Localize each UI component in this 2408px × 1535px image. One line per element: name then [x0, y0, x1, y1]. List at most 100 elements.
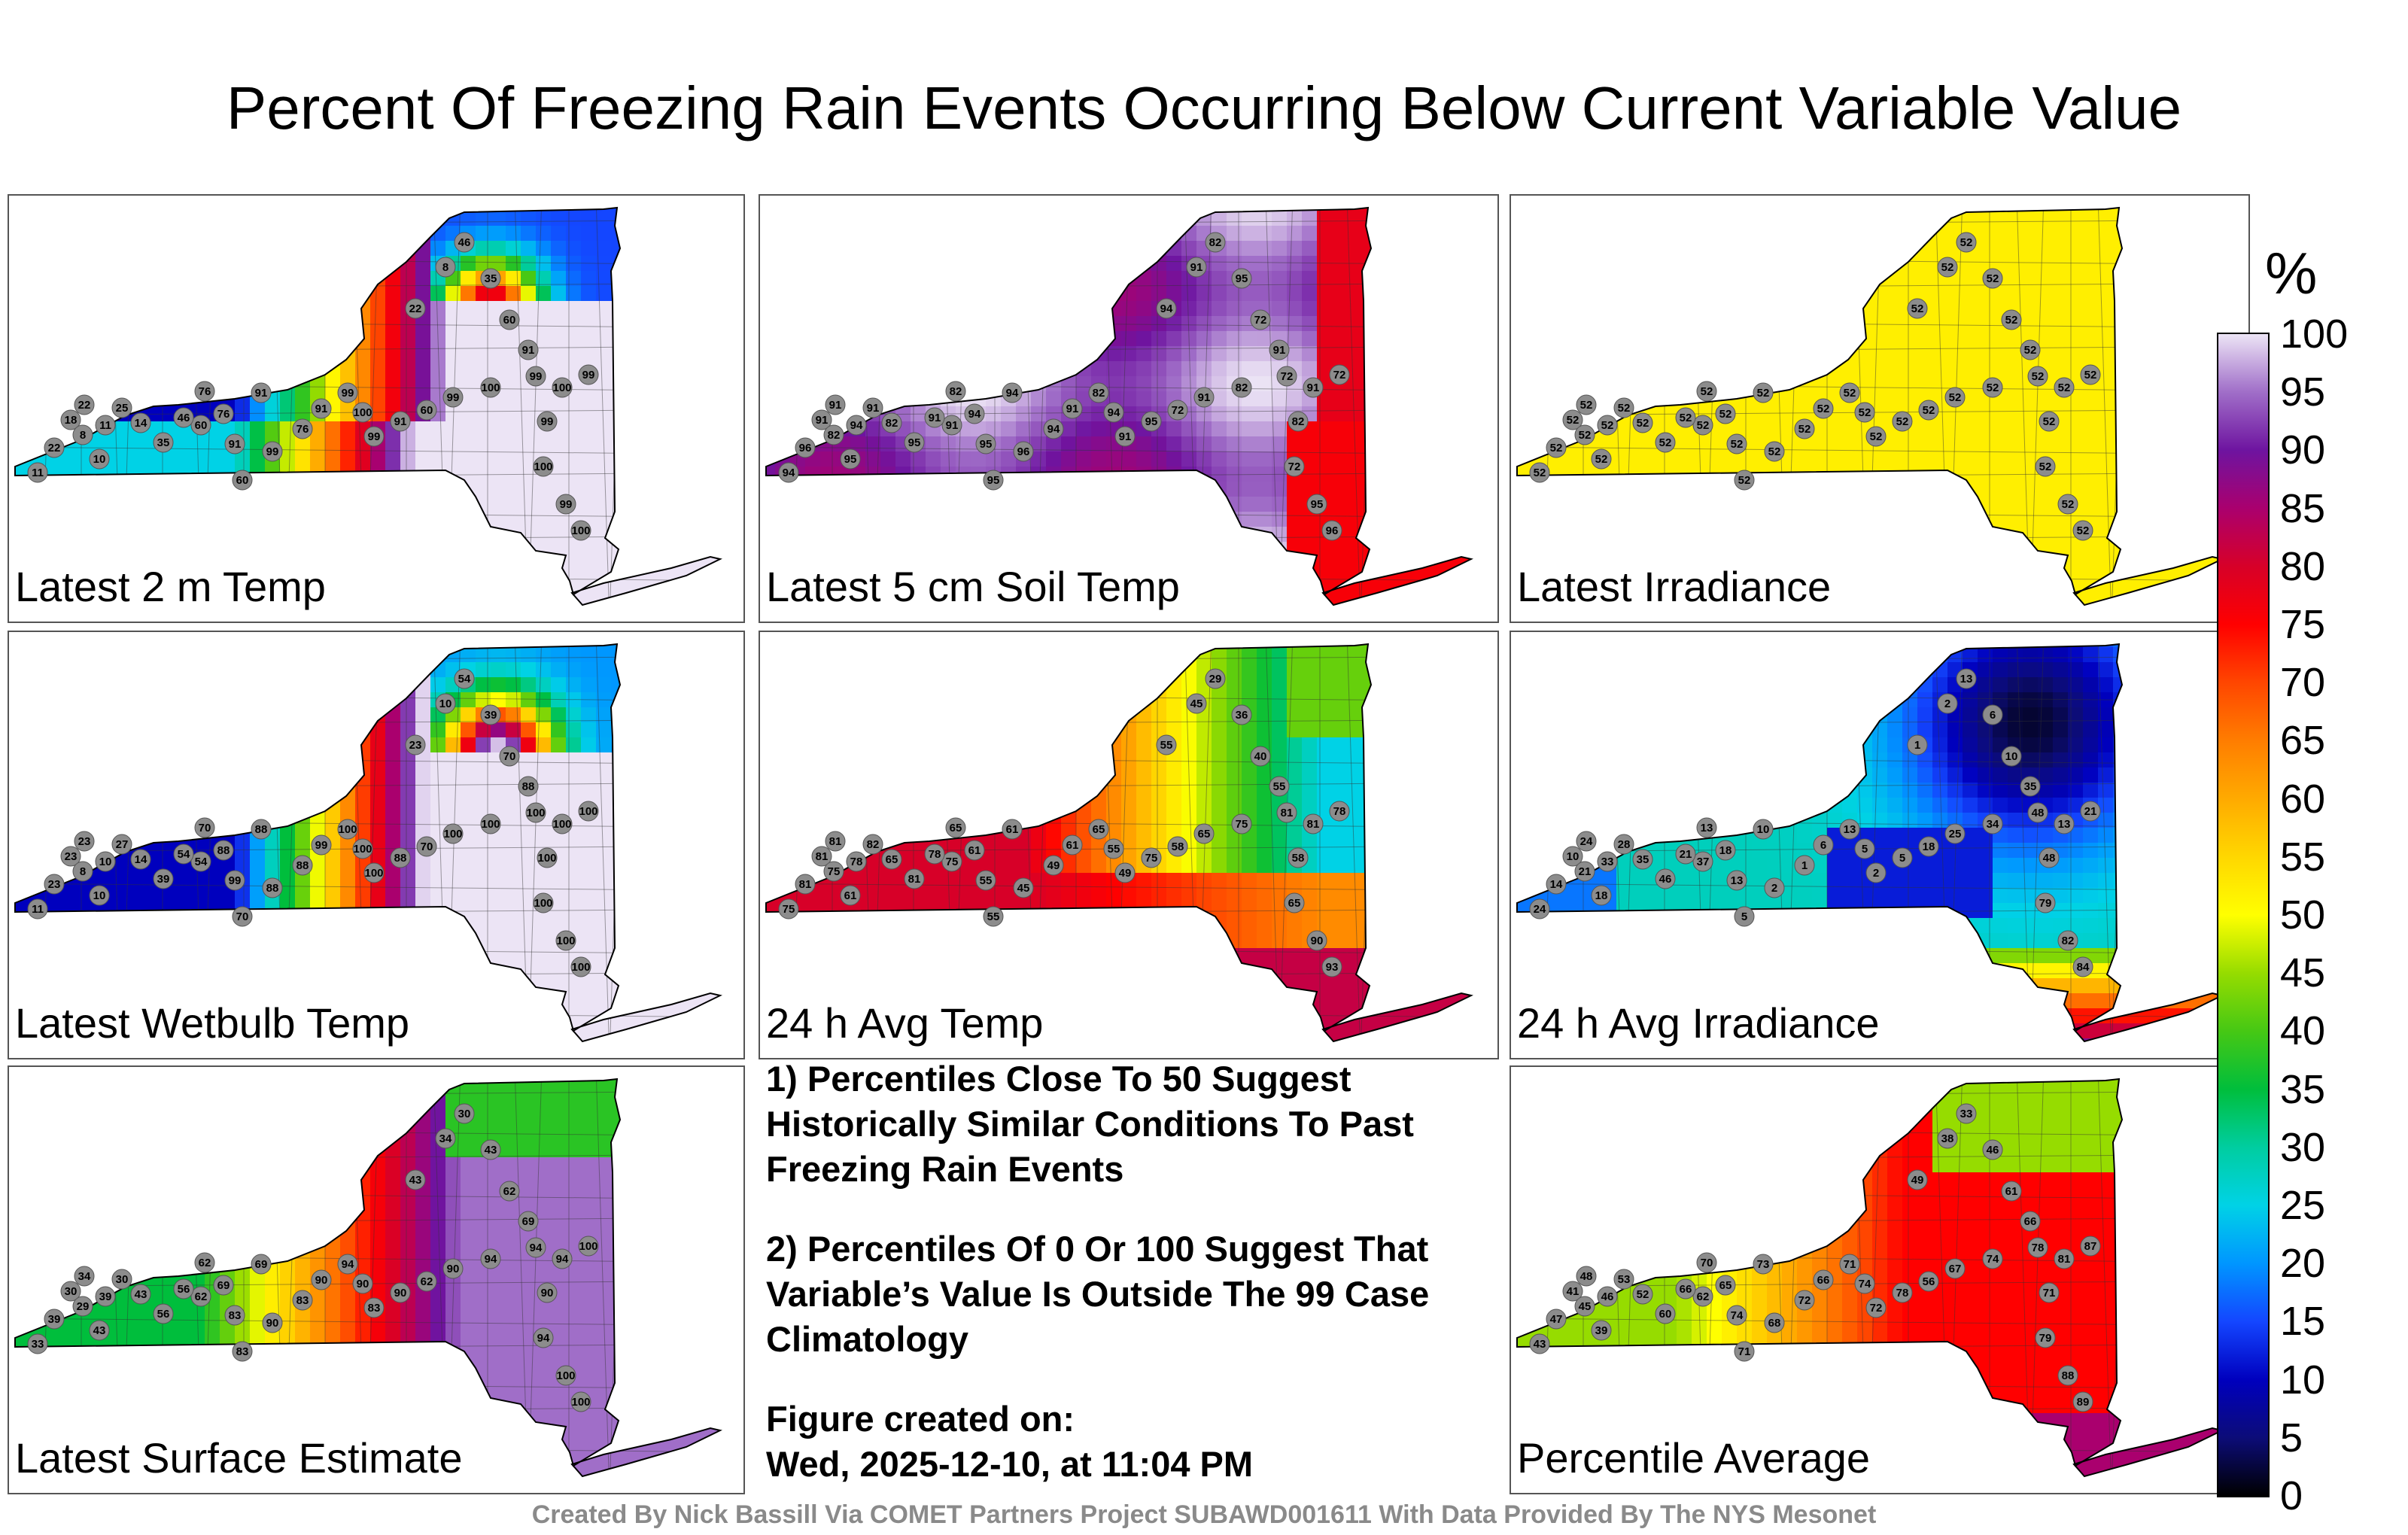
field-cell [250, 316, 266, 332]
field-cell [626, 271, 642, 287]
field-cell [24, 271, 40, 287]
field-cell [686, 587, 702, 603]
field-cell [1392, 226, 1408, 242]
field-cell [911, 497, 926, 512]
field-cell [1993, 436, 2008, 452]
station-marker [173, 407, 194, 428]
field-cell [491, 602, 506, 605]
field-cell [1887, 271, 1903, 287]
field-cell [445, 587, 461, 603]
station-value: 52 [1595, 453, 1608, 466]
field-cell [941, 208, 956, 211]
field-cell [310, 617, 326, 622]
field-cell [1782, 286, 1798, 302]
field-cell [2173, 271, 2189, 287]
field-cell [1646, 226, 1662, 242]
field-cell [1978, 602, 1993, 605]
field-cell [415, 512, 431, 527]
field-cell [129, 948, 145, 964]
field-cell [1556, 497, 1572, 512]
field-cell [2038, 436, 2054, 452]
field-cell [1571, 617, 1587, 622]
field-cell [2158, 241, 2174, 257]
field-cell [2218, 316, 2222, 332]
field-cell [1917, 346, 1933, 362]
field-cell [596, 241, 612, 257]
field-cell [1031, 256, 1047, 272]
field-cell [716, 436, 720, 452]
field-cell [1722, 286, 1738, 302]
field-cell [581, 451, 597, 467]
field-cell [99, 256, 115, 272]
field-cell [1722, 208, 1738, 211]
station-marker [1937, 257, 1958, 278]
field-cell [445, 286, 461, 302]
field-cell [1872, 241, 1888, 257]
field-cell [2188, 301, 2204, 317]
field-cell [265, 346, 281, 362]
field-cell [656, 301, 672, 317]
field-cell [1452, 208, 1468, 211]
field-cell [1347, 602, 1363, 605]
station-marker [1529, 462, 1550, 483]
field-cell [160, 617, 175, 622]
field-cell [1887, 617, 1903, 622]
field-cell [1227, 617, 1242, 622]
field-cell [671, 271, 687, 287]
field-cell [641, 572, 657, 588]
field-cell [2008, 226, 2023, 242]
field-cell [340, 406, 356, 422]
field-cell [1827, 512, 1843, 527]
field-cell [340, 346, 356, 362]
station-marker [1231, 268, 1252, 289]
field-cell [235, 208, 251, 211]
station-value: 72 [1281, 370, 1294, 383]
field-cell [656, 286, 672, 302]
station-value: 52 [1738, 474, 1751, 487]
field-cell [1332, 557, 1348, 573]
field-cell [805, 241, 821, 257]
station-value: 52 [1567, 414, 1579, 427]
field-cell [430, 451, 446, 467]
field-cell [1166, 436, 1182, 452]
field-cell [1872, 557, 1888, 573]
field-cell [1257, 226, 1272, 242]
station-marker [442, 387, 464, 408]
field-cell [430, 587, 446, 603]
field-cell [1541, 406, 1557, 422]
station-value: 52 [1923, 404, 1935, 417]
field-cell [1767, 617, 1783, 622]
field-cell [1571, 346, 1587, 362]
field-cell [84, 346, 100, 362]
field-cell [69, 512, 85, 527]
field-cell [1377, 316, 1393, 332]
field-cell [1196, 512, 1212, 527]
field-cell [461, 617, 476, 622]
field-cell [220, 617, 236, 622]
field-cell [716, 512, 720, 527]
field-cell [1287, 301, 1303, 317]
field-cell [1812, 226, 1828, 242]
field-cell [190, 783, 205, 798]
field-cell [536, 256, 552, 272]
field-cell [1272, 271, 1288, 287]
field-cell [295, 256, 311, 272]
field-cell [1362, 226, 1378, 242]
field-cell [54, 722, 70, 738]
field-cell [566, 406, 582, 422]
field-cell [385, 256, 401, 272]
field-cell [220, 361, 236, 377]
field-cell [1812, 497, 1828, 512]
field-cell [1001, 256, 1017, 272]
field-cell [1121, 391, 1137, 407]
field-cell [24, 662, 40, 678]
field-cell [2233, 271, 2248, 287]
field-cell [895, 617, 911, 622]
field-cell [805, 301, 821, 317]
field-cell [2053, 572, 2069, 588]
field-cell [2053, 617, 2069, 622]
field-cell [641, 256, 657, 272]
field-cell [175, 617, 190, 622]
field-cell [1272, 482, 1288, 497]
field-cell [1737, 421, 1753, 437]
